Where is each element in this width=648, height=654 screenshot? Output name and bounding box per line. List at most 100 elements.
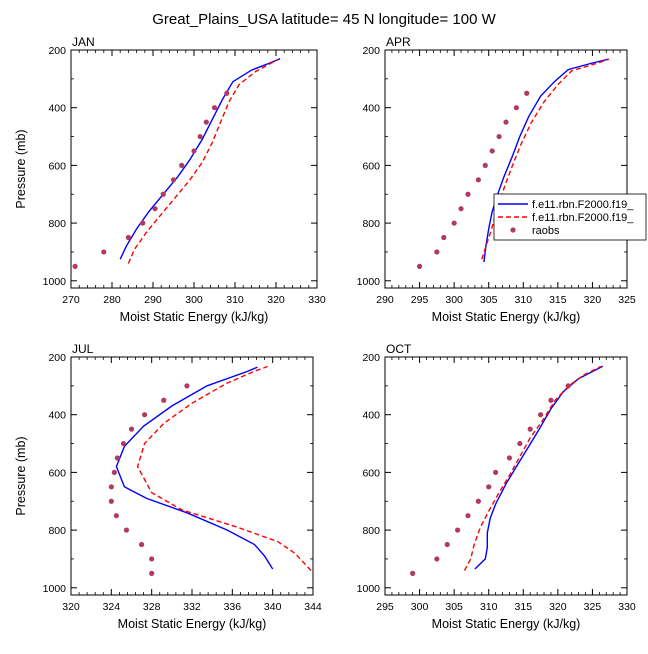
x-tick-label: 320 xyxy=(62,601,80,613)
raobs-point xyxy=(108,484,114,490)
plot-frame xyxy=(70,356,314,596)
chart-panel-oct: OCT 295 300 305 310 315 320 325 330 200 400 600 800 1… xyxy=(357,342,636,631)
y-tick-label: 400 xyxy=(362,103,380,115)
raobs-point xyxy=(496,133,502,140)
raobs-point xyxy=(142,412,148,418)
raobs-point xyxy=(475,498,481,504)
model-line-solid xyxy=(474,365,604,570)
panel-label: JAN xyxy=(72,35,95,49)
series-group xyxy=(108,365,312,576)
chart-panel-jul: JUL 320 324 328 332 336 340 344 200 400 600 800 1000… xyxy=(14,342,322,631)
x-tick-label: 295 xyxy=(411,294,429,306)
x-tick-label: 310 xyxy=(515,294,533,306)
x-tick-label: 328 xyxy=(143,601,161,613)
y-tick-label: 400 xyxy=(48,410,66,422)
raobs-point xyxy=(191,148,197,154)
legend: f.e11.rbn.F2000.f19_f.e11.rbn.F2000.f19_… xyxy=(493,193,647,241)
raobs-point xyxy=(108,498,114,504)
x-tick-label: 320 xyxy=(549,601,567,613)
raobs-point xyxy=(527,426,533,432)
x-tick-label: 324 xyxy=(103,601,121,613)
raobs-point xyxy=(486,484,492,490)
x-tick-label: 300 xyxy=(411,601,429,613)
y-tick-label: 200 xyxy=(48,45,66,57)
raobs-point xyxy=(410,570,416,576)
y-tick-label: 1000 xyxy=(357,276,381,288)
legend-label: f.e11.rbn.F2000.f19_ xyxy=(532,212,634,224)
y-tick-label: 800 xyxy=(48,525,66,537)
panel-label: OCT xyxy=(386,342,412,356)
y-tick-label: 400 xyxy=(362,410,380,422)
y-tick-label: 600 xyxy=(48,160,66,172)
y-tick-label: 1000 xyxy=(357,583,381,595)
plot-frame xyxy=(384,49,628,289)
y-tick-label: 200 xyxy=(48,352,66,364)
x-tick-label: 305 xyxy=(445,601,463,613)
x-tick-label: 325 xyxy=(584,601,602,613)
model-line-solid xyxy=(483,58,609,263)
chart-panel-jan: JAN 270 280 290 300 310 320 330 200 400 600 800 1000… xyxy=(14,35,326,324)
x-axis-label: Moist Static Energy (kJ/kg) xyxy=(120,310,269,324)
x-axis-label: Moist Static Energy (kJ/kg) xyxy=(432,310,581,324)
raobs-point xyxy=(565,383,571,389)
x-tick-label: 310 xyxy=(226,294,244,306)
raobs-point xyxy=(120,440,127,447)
raobs-point xyxy=(123,527,130,533)
raobs-point xyxy=(537,412,544,418)
raobs-point xyxy=(161,397,167,403)
x-tick-label: 330 xyxy=(618,601,636,613)
plot-frame xyxy=(384,356,628,596)
x-tick-label: 300 xyxy=(445,294,463,306)
model-line-dashed xyxy=(136,365,312,571)
x-tick-label: 305 xyxy=(480,294,498,306)
model-line-solid xyxy=(119,58,281,260)
raobs-point xyxy=(170,177,177,183)
raobs-point xyxy=(513,105,519,111)
model-line-dashed xyxy=(127,58,279,264)
chart-panel-apr: APR 290 295 300 305 310 315 320 325 200 400 600 800 1… xyxy=(357,35,636,324)
legend-marker xyxy=(510,227,516,233)
y-tick-label: 800 xyxy=(362,525,380,537)
raobs-point xyxy=(184,383,190,389)
x-tick-label: 336 xyxy=(224,601,242,613)
raobs-point xyxy=(128,426,135,432)
raobs-point xyxy=(211,105,218,111)
y-tick-label: 200 xyxy=(362,352,380,364)
raobs-point xyxy=(455,527,461,533)
raobs-point xyxy=(72,263,78,269)
legend-box xyxy=(493,193,647,241)
raobs-point xyxy=(203,119,209,125)
raobs-point xyxy=(113,513,119,519)
x-tick-label: 290 xyxy=(376,294,394,306)
y-tick-label: 600 xyxy=(362,467,380,479)
panels: JAN 270 280 290 300 310 320 330 200 400 600 800 1000… xyxy=(14,35,636,631)
series-group xyxy=(410,365,604,576)
raobs-point xyxy=(489,148,495,154)
raobs-point xyxy=(160,191,166,197)
raobs-point xyxy=(548,397,554,403)
y-tick-label: 1000 xyxy=(43,276,67,288)
raobs-point xyxy=(111,469,117,475)
y-tick-label: 400 xyxy=(48,103,66,115)
raobs-point xyxy=(441,234,447,241)
panel-label: JUL xyxy=(72,342,94,356)
x-tick-label: 320 xyxy=(584,294,602,306)
y-axis-label: Pressure (mb) xyxy=(14,436,28,515)
raobs-point xyxy=(517,440,523,447)
x-tick-label: 300 xyxy=(185,294,203,306)
x-tick-label: 295 xyxy=(376,601,394,613)
legend-label: raobs xyxy=(532,225,560,237)
raobs-point xyxy=(493,469,499,475)
model-line-dashed xyxy=(481,58,610,260)
series-group xyxy=(72,58,281,269)
raobs-point xyxy=(114,455,120,461)
legend-label: f.e11.rbn.F2000.f19_ xyxy=(532,199,634,211)
x-tick-label: 320 xyxy=(267,294,285,306)
series-group xyxy=(416,58,610,269)
raobs-point xyxy=(434,556,440,562)
raobs-point xyxy=(149,570,155,576)
raobs-point xyxy=(524,90,530,96)
raobs-point xyxy=(179,162,185,168)
